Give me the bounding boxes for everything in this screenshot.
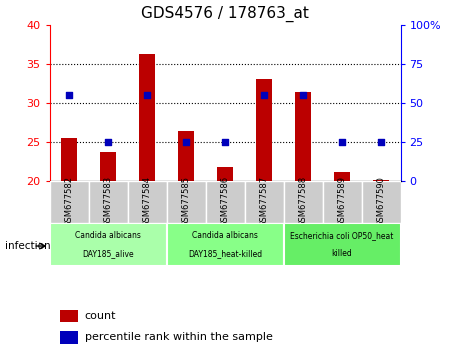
FancyBboxPatch shape [50, 223, 166, 266]
Point [299, 92, 306, 98]
Text: killed: killed [332, 249, 352, 258]
Bar [139, 55, 155, 181]
Text: Escherichia coli OP50_heat: Escherichia coli OP50_heat [290, 231, 394, 240]
FancyBboxPatch shape [50, 181, 89, 223]
FancyBboxPatch shape [166, 223, 284, 266]
FancyBboxPatch shape [206, 181, 244, 223]
Text: infection: infection [4, 241, 50, 251]
Title: GDS4576 / 178763_at: GDS4576 / 178763_at [141, 6, 309, 22]
Bar [334, 172, 350, 181]
Text: GSM677586: GSM677586 [220, 176, 230, 227]
Text: GSM677589: GSM677589 [338, 176, 346, 227]
Point [378, 139, 385, 144]
Point [104, 139, 112, 144]
Point [261, 92, 268, 98]
FancyBboxPatch shape [323, 181, 361, 223]
Text: GSM677584: GSM677584 [143, 176, 152, 227]
Bar [295, 92, 311, 181]
Bar [256, 79, 272, 181]
Text: DAY185_alive: DAY185_alive [82, 249, 134, 258]
Point [221, 139, 229, 144]
FancyBboxPatch shape [244, 181, 284, 223]
Point [65, 92, 72, 98]
Text: GSM677590: GSM677590 [377, 176, 386, 227]
Bar [100, 152, 116, 181]
Point [182, 139, 189, 144]
Text: DAY185_heat-killed: DAY185_heat-killed [188, 249, 262, 258]
Bar [61, 138, 77, 181]
Text: Candida albicans: Candida albicans [192, 231, 258, 240]
Bar [373, 180, 389, 181]
Text: count: count [85, 311, 116, 321]
Text: GSM677583: GSM677583 [104, 176, 112, 227]
FancyBboxPatch shape [361, 181, 400, 223]
FancyBboxPatch shape [89, 181, 127, 223]
Point [144, 92, 151, 98]
Bar [217, 166, 233, 181]
Point [338, 139, 346, 144]
Text: GSM677585: GSM677585 [181, 176, 190, 227]
Text: Candida albicans: Candida albicans [75, 231, 141, 240]
Bar [178, 131, 194, 181]
Text: GSM677587: GSM677587 [260, 176, 269, 227]
Text: GSM677582: GSM677582 [64, 176, 73, 227]
FancyBboxPatch shape [284, 181, 323, 223]
FancyBboxPatch shape [127, 181, 166, 223]
Bar [60, 331, 77, 343]
FancyBboxPatch shape [284, 223, 400, 266]
Text: percentile rank within the sample: percentile rank within the sample [85, 332, 273, 342]
Bar [60, 309, 77, 322]
FancyBboxPatch shape [166, 181, 206, 223]
Text: GSM677588: GSM677588 [298, 176, 307, 227]
